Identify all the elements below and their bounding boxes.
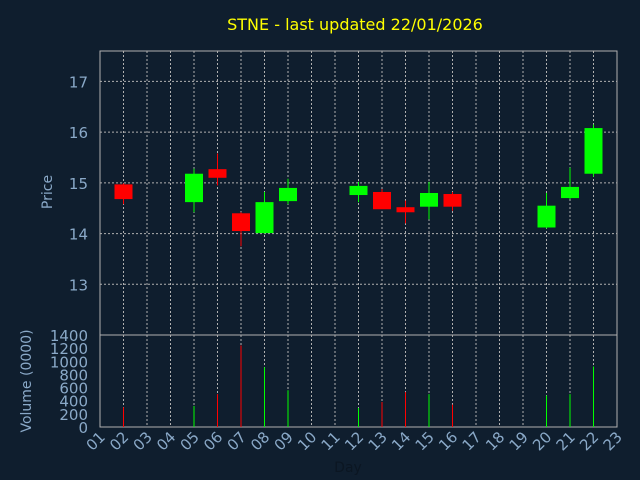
- x-tick-label: 03: [130, 428, 156, 454]
- price-tick-label: 14: [69, 226, 88, 244]
- price-tick-label: 16: [69, 124, 88, 142]
- volume-tick-label: 600: [59, 380, 88, 398]
- volume-panel: 0200400600800100012001400010203040506070…: [50, 327, 626, 454]
- x-tick-label: 18: [482, 428, 508, 454]
- chart-title: STNE - last updated 22/01/2026: [227, 15, 483, 34]
- candle-body: [537, 205, 556, 228]
- x-tick-label: 22: [576, 428, 602, 454]
- price-axis-label: Price: [40, 175, 56, 209]
- candle-body: [232, 213, 250, 232]
- x-tick-label: 20: [529, 428, 555, 454]
- price-tick-label: 17: [69, 73, 88, 91]
- price-tick-label: 13: [69, 276, 88, 294]
- x-tick-label: 23: [600, 428, 626, 454]
- candle-body: [208, 169, 227, 178]
- x-tick-label: 14: [388, 428, 414, 454]
- volume-tick-label: 1400: [50, 327, 88, 345]
- x-tick-label: 12: [341, 428, 367, 454]
- x-axis-label: Day: [334, 460, 362, 476]
- x-tick-label: 16: [435, 428, 461, 454]
- x-tick-label: 02: [106, 428, 132, 454]
- volume-axis-label: Volume (0000): [19, 329, 35, 432]
- volume-tick-label: 400: [59, 393, 88, 411]
- candle-body: [584, 128, 603, 174]
- x-tick-label: 17: [459, 428, 485, 454]
- x-tick-label: 11: [318, 428, 344, 454]
- price-panel: 13 14 15 16 17: [69, 50, 618, 336]
- volume-tick-label: 800: [59, 366, 88, 384]
- candle-body: [114, 184, 133, 200]
- price-tick-label: 15: [69, 175, 88, 193]
- candle-body: [349, 185, 368, 196]
- volume-tick-label: 200: [59, 406, 88, 424]
- candle-body: [185, 173, 203, 203]
- x-tick-label: 07: [224, 428, 250, 454]
- x-tick-label: 10: [294, 428, 320, 454]
- x-tick-label: 21: [553, 428, 579, 454]
- candle-body: [420, 193, 438, 207]
- x-tick-label: 04: [153, 428, 179, 454]
- x-tick-label: 15: [412, 428, 438, 454]
- candle-body: [396, 207, 415, 213]
- candle-body: [255, 202, 274, 234]
- x-tick-label: 19: [506, 428, 532, 454]
- candle-body: [373, 191, 391, 210]
- candle-body: [443, 194, 462, 207]
- x-tick-label: 08: [247, 428, 273, 454]
- volume-tick-label: 0: [78, 419, 88, 437]
- x-tick-label: 05: [177, 428, 203, 454]
- candle-body: [279, 187, 297, 202]
- x-tick-label: 09: [271, 428, 297, 454]
- volume-tick-label: 1000: [50, 353, 88, 371]
- x-tick-label: 06: [200, 428, 226, 454]
- volume-tick-label: 1200: [50, 340, 88, 358]
- x-tick-label: 13: [365, 428, 391, 454]
- candle-body: [561, 186, 579, 199]
